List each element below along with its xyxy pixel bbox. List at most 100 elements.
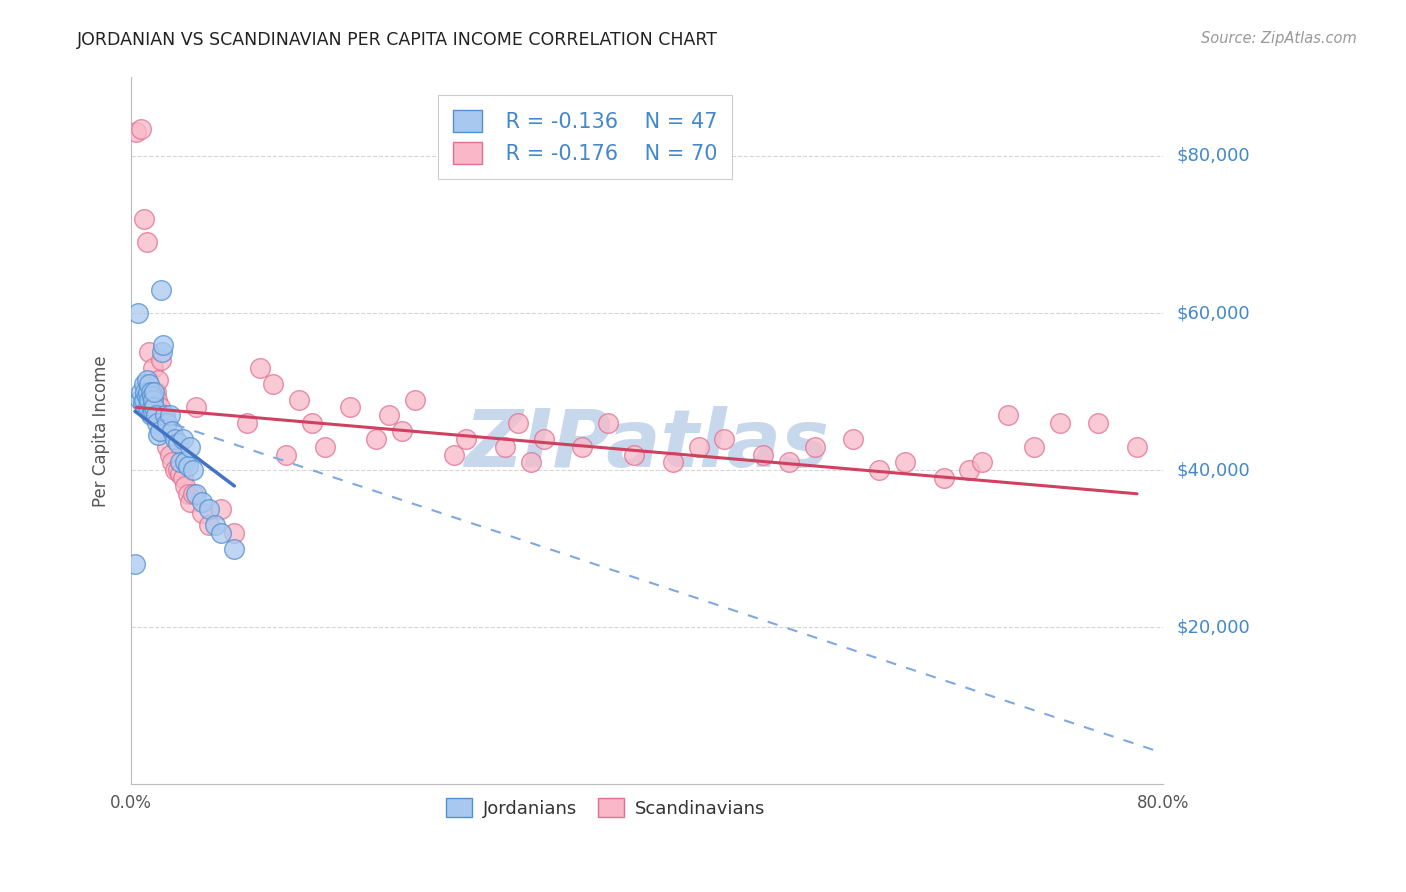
Point <box>224 541 246 556</box>
Point <box>149 353 172 368</box>
Point <box>132 211 155 226</box>
Point <box>598 416 620 430</box>
Point <box>136 384 159 399</box>
Point <box>177 487 200 501</box>
Point <box>131 121 153 136</box>
Point <box>152 408 174 422</box>
Point <box>142 361 165 376</box>
Point <box>288 392 311 407</box>
Y-axis label: Per Capita Income: Per Capita Income <box>93 355 110 507</box>
Point <box>174 479 197 493</box>
Text: ZIPatlas: ZIPatlas <box>464 406 830 484</box>
Point <box>803 440 825 454</box>
Point <box>135 235 157 250</box>
Point <box>506 416 529 430</box>
Point <box>181 487 204 501</box>
Point <box>1126 440 1149 454</box>
Point <box>135 388 157 402</box>
Point <box>163 432 186 446</box>
Point <box>159 448 181 462</box>
Point <box>162 455 184 469</box>
Point <box>148 428 170 442</box>
Point <box>209 502 232 516</box>
Point <box>166 435 188 450</box>
Point <box>236 416 259 430</box>
Point <box>378 408 401 422</box>
Point <box>191 494 214 508</box>
Point <box>152 337 174 351</box>
Point <box>141 401 163 415</box>
Point <box>146 392 169 407</box>
Point <box>163 463 186 477</box>
Point <box>148 401 170 415</box>
Point <box>661 455 683 469</box>
Point <box>150 424 173 438</box>
Point <box>249 361 271 376</box>
Point <box>135 373 157 387</box>
Point <box>262 376 284 391</box>
Point <box>143 384 166 399</box>
Point <box>145 384 167 399</box>
Point <box>778 455 800 469</box>
Point <box>177 459 200 474</box>
Point <box>204 518 226 533</box>
Text: JORDANIAN VS SCANDINAVIAN PER CAPITA INCOME CORRELATION CHART: JORDANIAN VS SCANDINAVIAN PER CAPITA INC… <box>77 31 718 49</box>
Point <box>366 432 388 446</box>
Point <box>623 448 645 462</box>
Point <box>443 448 465 462</box>
Point <box>571 440 593 454</box>
Legend: Jordanians, Scandinavians: Jordanians, Scandinavians <box>439 791 772 825</box>
Point <box>172 471 194 485</box>
Point <box>138 376 160 391</box>
Point <box>129 392 152 407</box>
Point <box>148 373 170 387</box>
Point <box>997 408 1019 422</box>
Point <box>148 424 170 438</box>
Point <box>132 376 155 391</box>
Point <box>191 507 214 521</box>
Point <box>184 487 207 501</box>
Point <box>145 408 167 422</box>
Point <box>156 440 179 454</box>
Point <box>1049 416 1071 430</box>
Text: $20,000: $20,000 <box>1177 618 1250 636</box>
Point <box>134 384 156 399</box>
Point <box>224 526 246 541</box>
Point <box>179 494 201 508</box>
Point <box>932 471 955 485</box>
Point <box>209 526 232 541</box>
Point <box>146 416 169 430</box>
Point <box>153 408 176 422</box>
Point <box>274 448 297 462</box>
Point <box>339 401 361 415</box>
Point <box>197 518 219 533</box>
Point <box>139 408 162 422</box>
Point <box>142 392 165 407</box>
Point <box>752 448 775 462</box>
Point <box>169 467 191 482</box>
Point <box>143 408 166 422</box>
Point <box>713 432 735 446</box>
Point <box>141 388 163 402</box>
Point <box>131 384 153 399</box>
Point <box>688 440 710 454</box>
Point <box>533 432 555 446</box>
Text: $80,000: $80,000 <box>1177 147 1250 165</box>
Point <box>520 455 543 469</box>
Point <box>301 416 323 430</box>
Point <box>172 432 194 446</box>
Point <box>972 455 994 469</box>
Point <box>141 384 163 399</box>
Point <box>136 401 159 415</box>
Point <box>138 392 160 407</box>
Point <box>142 404 165 418</box>
Point <box>894 455 917 469</box>
Point <box>125 125 148 139</box>
Point <box>143 401 166 415</box>
Point <box>868 463 890 477</box>
Point <box>184 401 207 415</box>
Point <box>149 283 172 297</box>
Text: Source: ZipAtlas.com: Source: ZipAtlas.com <box>1201 31 1357 46</box>
Point <box>494 440 516 454</box>
Point <box>169 455 191 469</box>
